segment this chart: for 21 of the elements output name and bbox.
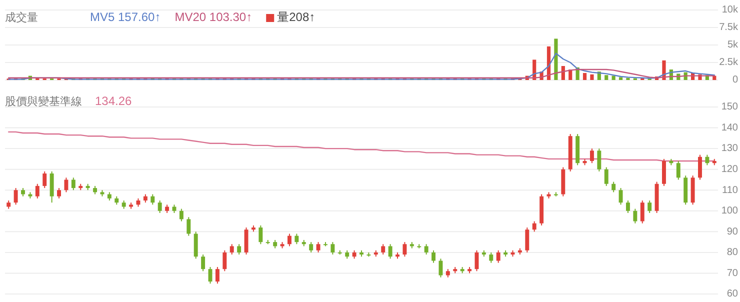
y-tick-label: 2.5k	[719, 57, 739, 68]
y-tick-label: 150	[721, 102, 738, 113]
y-tick-label: 60	[726, 288, 738, 300]
y-tick-label: 110	[722, 184, 738, 196]
y-tick-label: 100	[721, 206, 738, 217]
text: 134.26	[95, 94, 132, 108]
text: MV5 157.60↑	[90, 10, 161, 24]
text: MV20 103.30↑	[174, 10, 252, 24]
y-tick-label: 7.5k	[719, 22, 739, 34]
y-tick-label: 5k	[727, 40, 739, 51]
y-tick-label: 90	[726, 226, 738, 238]
y-tick-label: 120	[721, 164, 738, 175]
y-tick-label: 70	[726, 268, 738, 279]
y-tick-label: 130	[721, 143, 738, 154]
chart-title: 股價與變基準線	[5, 94, 82, 108]
chart-title: 成交量	[5, 10, 38, 24]
y-tick-label: 0	[732, 74, 738, 86]
y-tick-label: 140	[721, 122, 738, 134]
legend-label: 量208↑	[277, 10, 316, 24]
y-tick-label: 10k	[722, 4, 739, 16]
y-tick-label: 80	[726, 247, 738, 258]
